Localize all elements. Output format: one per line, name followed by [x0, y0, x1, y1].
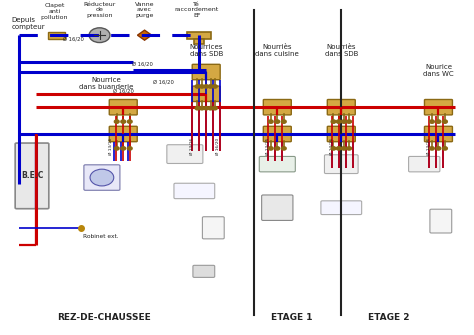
FancyBboxPatch shape: [84, 165, 120, 190]
FancyBboxPatch shape: [324, 155, 358, 174]
Text: Robinet ext.: Robinet ext.: [83, 234, 118, 239]
Text: Ø 16/20: Ø 16/20: [132, 62, 153, 67]
Circle shape: [275, 147, 280, 150]
Text: Réducteur
de
pression: Réducteur de pression: [83, 2, 116, 18]
Text: Nourriès
dans SDB: Nourriès dans SDB: [325, 44, 358, 57]
Circle shape: [128, 120, 132, 123]
FancyBboxPatch shape: [321, 201, 362, 215]
Circle shape: [208, 107, 213, 110]
Text: Depuis
compteur: Depuis compteur: [12, 17, 46, 30]
FancyBboxPatch shape: [109, 126, 137, 142]
Circle shape: [282, 120, 286, 123]
Circle shape: [341, 147, 346, 150]
Bar: [187, 32, 211, 39]
Circle shape: [121, 120, 126, 123]
Circle shape: [195, 107, 200, 110]
Circle shape: [204, 85, 209, 88]
Circle shape: [436, 120, 441, 123]
Circle shape: [443, 120, 447, 123]
Text: Nourice
dans WC: Nourice dans WC: [423, 64, 454, 77]
Text: Ø 13/16: Ø 13/16: [190, 138, 194, 155]
Circle shape: [336, 120, 341, 123]
Circle shape: [331, 120, 336, 123]
Circle shape: [195, 85, 200, 88]
Circle shape: [204, 107, 209, 110]
Circle shape: [212, 107, 217, 110]
Text: Ø 13/16: Ø 13/16: [330, 138, 334, 155]
FancyBboxPatch shape: [202, 217, 224, 239]
Circle shape: [90, 169, 114, 186]
Text: Ø 13/15: Ø 13/15: [266, 138, 270, 155]
Circle shape: [89, 28, 110, 43]
Circle shape: [114, 147, 119, 150]
FancyBboxPatch shape: [264, 99, 291, 115]
FancyBboxPatch shape: [193, 265, 215, 277]
Circle shape: [341, 120, 346, 123]
Circle shape: [346, 120, 351, 123]
FancyBboxPatch shape: [409, 156, 440, 172]
Text: Ø 16/20: Ø 16/20: [63, 37, 84, 42]
Text: Nourriès
dans cuisine: Nourriès dans cuisine: [255, 44, 299, 57]
Circle shape: [114, 120, 119, 123]
FancyBboxPatch shape: [327, 126, 356, 142]
FancyBboxPatch shape: [15, 143, 49, 209]
Text: Ø 13/16: Ø 13/16: [427, 138, 431, 155]
Circle shape: [346, 147, 351, 150]
Text: Nourrice
dans buanderie: Nourrice dans buanderie: [80, 77, 134, 90]
Polygon shape: [137, 30, 152, 40]
Circle shape: [282, 147, 286, 150]
Text: Té
raccordement
EF: Té raccordement EF: [174, 2, 219, 18]
Circle shape: [429, 120, 434, 123]
Text: Ø 13/16: Ø 13/16: [109, 138, 113, 155]
Text: Clapet
anti
pollution: Clapet anti pollution: [41, 3, 68, 20]
FancyBboxPatch shape: [264, 126, 291, 142]
FancyBboxPatch shape: [192, 64, 220, 80]
Circle shape: [443, 147, 447, 150]
Circle shape: [268, 120, 273, 123]
Circle shape: [121, 147, 126, 150]
Text: Vanne
avec
purge: Vanne avec purge: [135, 2, 155, 18]
Text: Ø 16/20: Ø 16/20: [153, 79, 174, 84]
Circle shape: [200, 85, 204, 88]
Circle shape: [436, 147, 441, 150]
FancyBboxPatch shape: [327, 99, 356, 115]
Text: Ø 16/20: Ø 16/20: [113, 88, 134, 93]
Circle shape: [200, 107, 204, 110]
Circle shape: [275, 120, 280, 123]
FancyBboxPatch shape: [425, 126, 452, 142]
Circle shape: [429, 147, 434, 150]
FancyBboxPatch shape: [430, 209, 452, 233]
Circle shape: [212, 85, 217, 88]
Circle shape: [331, 147, 336, 150]
FancyBboxPatch shape: [109, 99, 137, 115]
FancyBboxPatch shape: [262, 195, 293, 220]
Text: ETAGE 1: ETAGE 1: [271, 313, 312, 322]
Text: B.E.C: B.E.C: [21, 172, 44, 180]
Bar: [48, 32, 65, 39]
Circle shape: [336, 147, 341, 150]
Text: Ø 16/20: Ø 16/20: [216, 138, 220, 155]
Bar: [194, 39, 204, 44]
Text: REZ-DE-CHAUSSEE: REZ-DE-CHAUSSEE: [57, 313, 151, 322]
FancyBboxPatch shape: [192, 86, 220, 102]
Circle shape: [268, 147, 273, 150]
FancyBboxPatch shape: [174, 183, 215, 199]
Text: ETAGE 2: ETAGE 2: [368, 313, 410, 322]
FancyBboxPatch shape: [425, 99, 452, 115]
Text: Nourrices
dans SDB: Nourrices dans SDB: [190, 44, 223, 57]
Circle shape: [208, 85, 213, 88]
FancyBboxPatch shape: [259, 156, 295, 172]
Circle shape: [128, 147, 132, 150]
FancyBboxPatch shape: [167, 145, 203, 163]
